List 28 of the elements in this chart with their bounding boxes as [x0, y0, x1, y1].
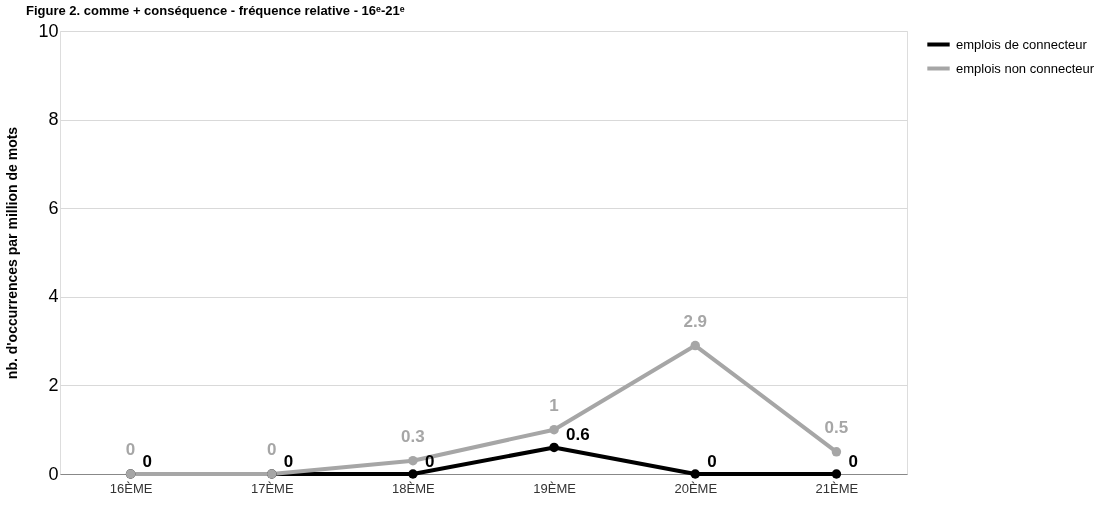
x-tick-label: 16ÈME: [109, 480, 153, 496]
data-label: 0: [848, 452, 858, 471]
data-label: 0: [267, 440, 277, 459]
data-label: 0: [125, 440, 136, 459]
data-label: 2.9: [683, 311, 708, 331]
data-label: 0: [707, 452, 717, 471]
x-tick-label: 21ÈME: [815, 480, 859, 496]
y-tick-label: 6: [48, 197, 59, 218]
y-tick-label: 4: [48, 286, 59, 307]
y-tick-label: 0: [48, 463, 59, 484]
data-label: 1: [549, 395, 559, 415]
data-label: 0: [424, 452, 435, 471]
data-label: 0: [142, 452, 153, 471]
data-label: 0.3: [401, 426, 425, 446]
chart-title: Figure 2. comme + conséquence - fréquence relative - 16ᵉ-21ᵉ: [25, 3, 405, 18]
y-tick-label: 10: [38, 20, 59, 41]
x-tick-label: 18ÈME: [392, 480, 436, 496]
legend-label: emplois non connecteur: [956, 60, 1095, 76]
y-axis-title: nb. d'occurrences par million de mots: [4, 126, 21, 380]
data-label: 0: [283, 452, 294, 471]
legend-label: emplois de connecteur: [956, 36, 1088, 52]
x-tick-label: 20ÈME: [674, 480, 718, 496]
y-tick-label: 8: [48, 109, 59, 130]
x-tick-label: 17ÈME: [250, 480, 294, 496]
x-tick-label: 19ÈME: [533, 480, 577, 496]
data-label: 0.5: [824, 417, 849, 437]
y-tick-label: 2: [48, 374, 59, 395]
data-label: 0.6: [566, 425, 590, 445]
